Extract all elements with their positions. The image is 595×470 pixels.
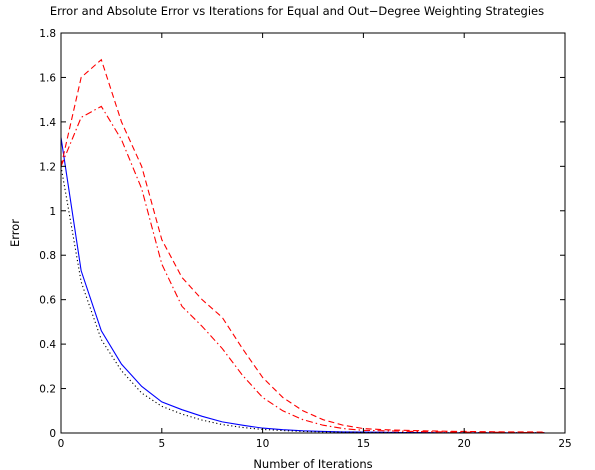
x-tick-label: 15: [357, 438, 370, 450]
x-tick-label: 5: [158, 438, 165, 450]
y-tick-label: 1.8: [39, 28, 56, 40]
y-tick-label: 1.2: [39, 161, 56, 173]
y-tick-label: 0.2: [39, 384, 56, 396]
x-tick-label: 0: [58, 438, 65, 450]
y-tick-label: 1.4: [39, 117, 56, 129]
x-axis-label: Number of Iterations: [253, 457, 372, 470]
series-line-1: [60, 137, 545, 434]
x-tick-label: 20: [458, 438, 471, 450]
x-tick-label: 10: [256, 438, 269, 450]
plot-frame: [60, 32, 566, 434]
y-axis-label: Error: [8, 219, 22, 247]
series-line-3: [60, 58, 545, 433]
series-line-4: [60, 105, 545, 434]
x-axis-ticks: 0 5 10 15 20 25: [58, 33, 572, 450]
plot-series-group: [60, 58, 545, 434]
chart-title: Error and Absolute Error vs Iterations f…: [50, 4, 544, 18]
y-tick-label: 0.6: [39, 295, 56, 307]
y-axis-ticks: 0 0.2 0.4 0.6 0.8 1 1.2 1.4 1.6 1.8: [39, 28, 565, 440]
series-line-2: [60, 166, 545, 434]
x-tick-label: 25: [558, 438, 571, 450]
y-tick-label: 0.4: [39, 339, 56, 351]
y-tick-label: 0.8: [39, 250, 56, 262]
y-tick-label: 1.6: [39, 72, 56, 84]
y-tick-label: 1: [49, 206, 56, 218]
y-tick-label: 0: [49, 428, 56, 440]
